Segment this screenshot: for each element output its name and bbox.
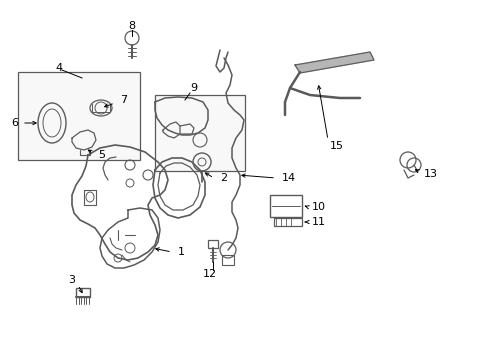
- Bar: [76, 288, 90, 297]
- Text: 1: 1: [178, 247, 185, 257]
- Text: 13: 13: [424, 169, 438, 179]
- Bar: [270, 195, 302, 217]
- Text: 5: 5: [98, 150, 105, 160]
- Text: 6: 6: [11, 118, 18, 128]
- Text: 3: 3: [69, 275, 75, 285]
- Text: 14: 14: [282, 173, 296, 183]
- Bar: [222, 255, 234, 265]
- Text: 4: 4: [55, 63, 62, 73]
- Text: 15: 15: [330, 141, 344, 151]
- Text: 12: 12: [203, 269, 217, 279]
- Text: 2: 2: [220, 173, 227, 183]
- Text: 8: 8: [128, 21, 136, 31]
- Bar: [208, 240, 218, 248]
- Bar: [155, 95, 245, 171]
- Bar: [274, 218, 302, 226]
- Text: 7: 7: [120, 95, 127, 105]
- Bar: [18, 72, 140, 160]
- Text: 11: 11: [312, 217, 326, 227]
- Text: 10: 10: [312, 202, 326, 212]
- Polygon shape: [295, 52, 374, 73]
- Text: 9: 9: [190, 83, 197, 93]
